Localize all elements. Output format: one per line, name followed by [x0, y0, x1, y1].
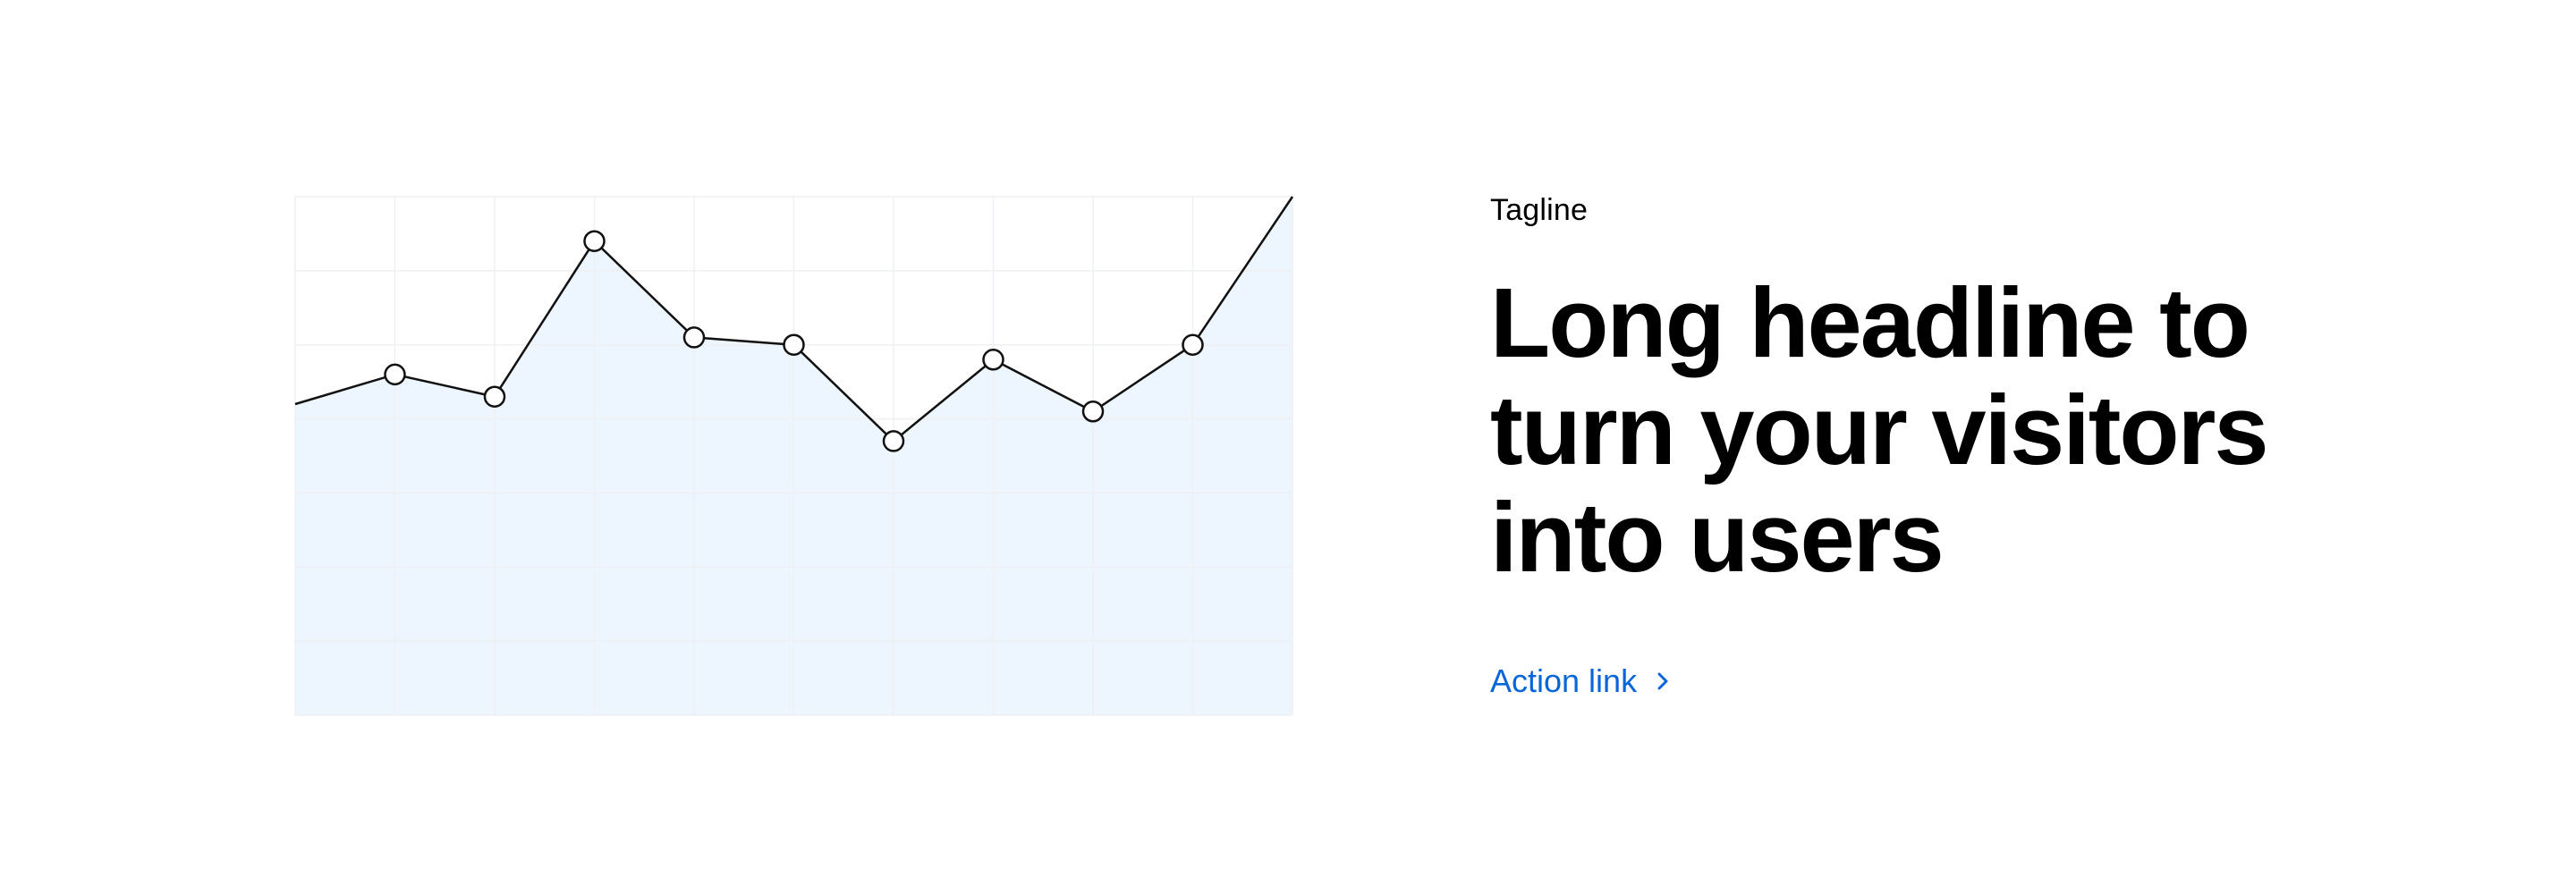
data-point	[483, 385, 506, 408]
data-point	[682, 326, 706, 349]
line-chart	[294, 196, 1294, 716]
tagline: Tagline	[1490, 193, 1589, 227]
data-point	[982, 349, 1004, 371]
chevron-right-icon	[1657, 672, 1668, 690]
data-point	[783, 333, 805, 356]
data-point	[583, 230, 606, 252]
action-link-label: Action link	[1490, 662, 1638, 699]
chart-panel	[294, 196, 1294, 716]
data-point	[384, 363, 406, 386]
data-point	[1081, 401, 1105, 423]
headline: Long headline to turn your visitors into…	[1490, 268, 2269, 593]
action-link[interactable]: Action link	[1490, 662, 1673, 701]
data-point	[1182, 333, 1204, 356]
hero-text: Tagline Long headline to turn your visit…	[1490, 191, 2385, 701]
data-point	[882, 430, 905, 452]
